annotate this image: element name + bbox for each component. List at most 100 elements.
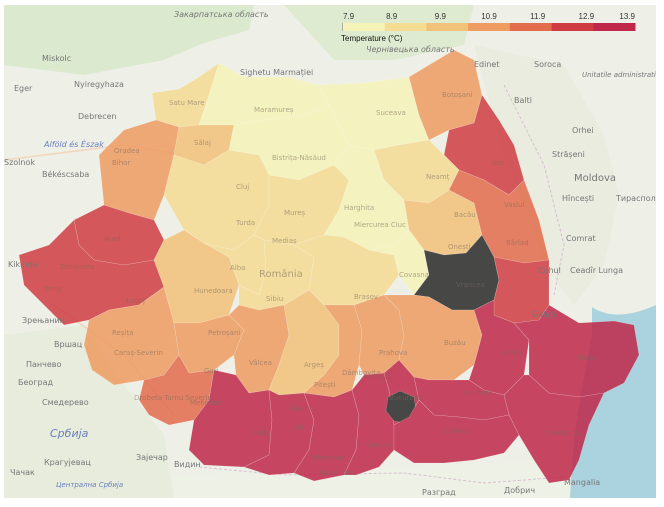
legend-tick-label: 11.9 bbox=[530, 12, 546, 21]
region-label-gorj: Gorj bbox=[204, 367, 219, 375]
region-label-drobeta-turnu-severin: Drobeta-Turnu Severin bbox=[134, 394, 212, 402]
label-srbija: Србија bbox=[50, 427, 89, 440]
region-label-vrancea: Vrancea bbox=[456, 281, 485, 289]
label-orhei: Orhei bbox=[572, 126, 594, 135]
label-edinet: Edinet bbox=[474, 60, 499, 69]
region-label-turda: Turda bbox=[235, 219, 255, 227]
label-soroca: Soroca bbox=[534, 60, 561, 69]
region-label-bac-u: Bacău bbox=[454, 211, 476, 219]
label-eger: Eger bbox=[14, 84, 33, 93]
region-label-b-rlad: Bârlad bbox=[506, 239, 529, 247]
region-label-pite-ti: Pitești bbox=[314, 381, 335, 389]
region-label-tulcea: Tulcea bbox=[575, 354, 598, 362]
region-brasov[interactable] bbox=[293, 234, 400, 306]
region-label-mehedin-i: Mehedinți bbox=[190, 399, 225, 408]
region-label-oradea: Oradea bbox=[114, 147, 140, 155]
label-sighetu: Sighetu Marmației bbox=[240, 68, 313, 78]
region-giurgiu[interactable] bbox=[343, 372, 395, 476]
region-label-c-l-ra-i: Călărași bbox=[444, 427, 472, 435]
region-label-miercurea-ciuc: Miercurea Ciuc bbox=[354, 221, 406, 229]
terrain-bulgaria bbox=[174, 460, 594, 498]
region-label-bihor: Bihor bbox=[112, 159, 130, 167]
label-nyiregyhaza: Nyiregyhaza bbox=[74, 80, 124, 89]
region-label-br-ila: Brăila bbox=[502, 349, 522, 357]
region-label-bra-ov: Brașov bbox=[354, 293, 378, 301]
region-label-arge-: Argeș bbox=[304, 361, 324, 369]
region-label-maramure-: Maramureș bbox=[254, 106, 294, 114]
legend-colorbar bbox=[343, 23, 636, 31]
legend-swatch bbox=[551, 23, 594, 31]
region-label-bistri-a-n-s-ud: Bistrița-Năsăud bbox=[272, 154, 326, 163]
region-label-re-i-a: Reșița bbox=[112, 329, 133, 338]
legend-swatch bbox=[468, 23, 511, 31]
legend-swatch bbox=[509, 23, 553, 31]
label-szolnok: Szolnok bbox=[4, 158, 35, 167]
region-label-alba: Alba bbox=[230, 264, 245, 272]
label-tiraspol: Тираспол bbox=[615, 194, 656, 203]
region-label-covasna: Covasna bbox=[399, 271, 429, 279]
region-label-timi-oara: Timișoara bbox=[59, 263, 94, 271]
region-label-ploie-ti: Ploiești bbox=[364, 373, 389, 381]
label-smederevo: Смедерево bbox=[42, 398, 89, 407]
label-chernivtsi: Чернівецька область bbox=[366, 45, 455, 54]
region-label-giurgiu: Giurgiu bbox=[366, 441, 391, 449]
region-label-cluj: Cluj bbox=[236, 183, 249, 191]
region-label-v-lcea: Vâlcea bbox=[249, 359, 272, 367]
map-canvas[interactable]: Закарпатська область Чернівецька область… bbox=[4, 5, 656, 498]
choropleth-map[interactable]: Закарпатська область Чернівецька область… bbox=[4, 5, 656, 498]
map-labels-regions: Satu Mare Maramureș Suceava Botoșani Bihor Să… bbox=[43, 91, 598, 477]
legend-swatch bbox=[384, 23, 427, 31]
region-label-boto-ani: Botoșani bbox=[442, 91, 472, 99]
region-label-suceava: Suceava bbox=[376, 109, 406, 117]
region-label-ialomi-a: Ialomița bbox=[464, 389, 492, 398]
map-labels-outside: Закарпатська область Чернівецька область… bbox=[4, 10, 656, 497]
label-miskolc: Miskolc bbox=[42, 54, 71, 63]
terrain-green-north bbox=[4, 5, 254, 75]
label-cacak: Чачак bbox=[10, 468, 35, 477]
region-label-arad: Arad bbox=[104, 235, 120, 243]
label-vrsac: Вршац bbox=[54, 340, 83, 349]
label-bekescsaba: Békéscsaba bbox=[42, 169, 89, 179]
label-moldova: Moldova bbox=[574, 173, 616, 184]
region-label-one-ti: Onești bbox=[448, 243, 471, 251]
terrain-moldova bbox=[474, 45, 619, 305]
region-label-timi-: Timiș bbox=[43, 285, 63, 293]
region-label-petro-ani: Petroșani bbox=[208, 329, 240, 337]
terrain-serbia bbox=[4, 325, 174, 498]
region-label-s-laj: Sălaj bbox=[194, 139, 211, 147]
legend-swatch bbox=[426, 23, 469, 31]
border-moldova bbox=[503, 84, 565, 296]
legend-tick-label: 8.9 bbox=[386, 12, 398, 21]
border-bulgaria bbox=[198, 466, 565, 484]
region-label-cara-severin: Caraș-Severin bbox=[114, 349, 163, 357]
region-label-bucure-ti: București bbox=[389, 394, 422, 402]
label-zajecar: Зајечар bbox=[136, 453, 168, 462]
region-label-satu-mare: Satu Mare bbox=[169, 99, 205, 107]
legend-tick-label: 12.9 bbox=[579, 12, 595, 21]
label-cahul: Cahul bbox=[538, 266, 561, 275]
region-label-teleorman: Teleorman bbox=[309, 454, 346, 462]
legend-title: Temperature (°C) bbox=[341, 34, 403, 43]
label-kikinda: Kikinda bbox=[8, 260, 37, 269]
region-label-neam-: Neamț bbox=[426, 173, 450, 182]
region-label-hunedoara: Hunedoara bbox=[194, 287, 233, 295]
terrain-green-north-east bbox=[284, 5, 474, 60]
region-layer bbox=[18, 49, 640, 484]
region-label-constan-a: Constanța bbox=[544, 429, 580, 438]
label-comrat: Comrat bbox=[566, 234, 596, 243]
legend-tick-label: 9.9 bbox=[435, 12, 447, 21]
region-label-alexandria: Alexandria bbox=[319, 469, 356, 477]
label-debrecen: Debrecen bbox=[78, 112, 117, 121]
region-buzau[interactable] bbox=[383, 294, 483, 381]
legend-tick-label: 7.9 bbox=[343, 12, 355, 21]
region-calarasi[interactable] bbox=[393, 399, 520, 464]
region-label-d-mbovi-a: Dâmbovița bbox=[342, 369, 380, 378]
region-label-dolj: Dolj bbox=[254, 429, 268, 437]
label-mangalia: Mangalia bbox=[564, 478, 600, 487]
label-balti: Balti bbox=[514, 96, 532, 105]
region-label-buz-u: Buzău bbox=[444, 339, 466, 347]
region-label-vaslui: Vaslui bbox=[504, 201, 525, 209]
label-dobrich: Добрич bbox=[504, 486, 535, 495]
region-label-lugoj: Lugoj bbox=[126, 297, 145, 305]
region-label-prahova: Prahova bbox=[379, 349, 407, 357]
